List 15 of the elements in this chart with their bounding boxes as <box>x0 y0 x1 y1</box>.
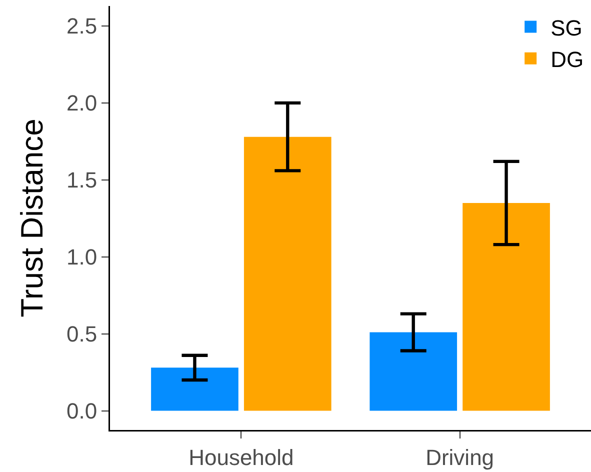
bar <box>151 368 238 411</box>
x-tick-label: Driving <box>426 444 494 470</box>
bar <box>244 136 332 411</box>
y-tick-label: 0.5 <box>66 322 98 347</box>
y-tick-label: 2.0 <box>66 90 98 116</box>
x-tick-label: Household <box>188 444 294 470</box>
y-tick-label: 2.5 <box>66 14 98 39</box>
legend-label: DG <box>550 46 584 72</box>
y-tick-label: 1.0 <box>66 244 98 270</box>
y-tick-label: 1.5 <box>66 168 98 193</box>
bar <box>370 332 458 411</box>
legend-label: SG <box>550 15 582 40</box>
bar <box>462 202 550 411</box>
y-tick-label: 0.0 <box>66 398 98 424</box>
y-axis-title: Trust Distance <box>14 118 50 318</box>
